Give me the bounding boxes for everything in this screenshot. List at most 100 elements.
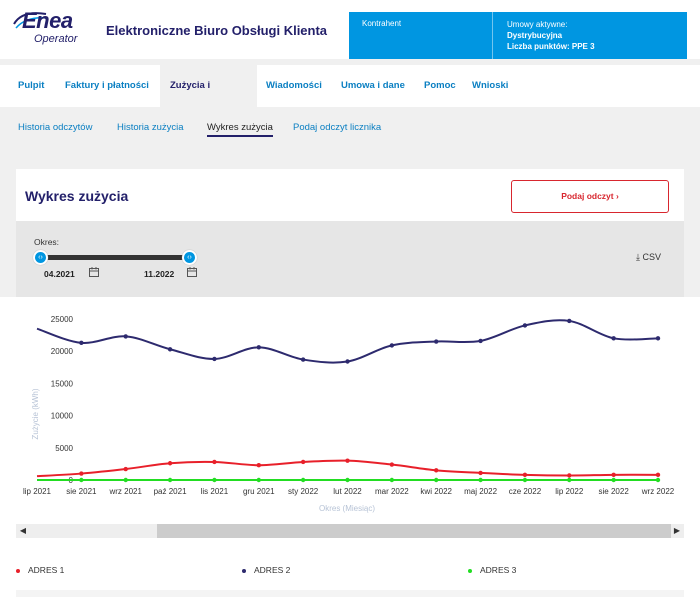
data-point-adres2[interactable] [522, 323, 528, 328]
data-point-adres1[interactable] [434, 468, 439, 473]
series-line-adres1 [36, 459, 659, 478]
date-to-value: 11.2022 [144, 269, 175, 279]
data-point-adres2[interactable] [79, 340, 84, 346]
data-point-adres3[interactable] [478, 477, 483, 483]
data-point-adres2[interactable] [389, 343, 395, 348]
subnav-historia-odczytow[interactable]: Historia odczytów [18, 122, 93, 133]
y-tick-label: 10000 [51, 412, 74, 421]
x-tick-label: wrz 2022 [641, 487, 675, 496]
data-point-adres3[interactable] [567, 477, 572, 483]
data-point-adres2[interactable] [434, 339, 439, 344]
contract-info-box[interactable]: Kontrahent Umowy aktywne: Dystrybucyjna … [349, 12, 687, 59]
x-tick-label: maj 2022 [464, 487, 497, 496]
contract-divider [492, 12, 493, 59]
nav-pomoc[interactable]: Pomoc [424, 80, 456, 91]
data-point-adres2[interactable] [300, 357, 306, 362]
data-point-adres1[interactable] [345, 458, 350, 463]
umowy-value: Dystrybucyjna [507, 31, 563, 40]
data-point-adres3[interactable] [611, 477, 616, 483]
data-point-adres3[interactable] [345, 477, 350, 483]
bottom-strip [16, 590, 684, 597]
panel-header: Wykres zużycia Podaj odczyt › [16, 169, 684, 221]
legend-adres3[interactable]: ADRES 3 [468, 565, 516, 575]
data-point-adres1[interactable] [212, 459, 217, 465]
x-tick-label: lut 2022 [333, 487, 362, 496]
data-point-adres3[interactable] [167, 477, 173, 483]
kontrahent-label: Kontrahent [362, 19, 402, 28]
date-from-value: 04.2021 [44, 269, 75, 279]
x-tick-label: paź 2021 [154, 487, 187, 496]
legend-label-adres3: ADRES 3 [480, 565, 517, 575]
legend-label-adres2: ADRES 2 [254, 565, 291, 575]
period-slider-track[interactable] [40, 255, 190, 260]
data-point-adres1[interactable] [478, 470, 483, 476]
header: Enea Operator Elektroniczne Biuro Obsług… [0, 0, 700, 59]
data-point-adres1[interactable] [79, 471, 84, 476]
data-point-adres2[interactable] [212, 356, 217, 362]
y-tick-label: 25000 [51, 315, 74, 324]
enea-logo[interactable]: Enea Operator [12, 8, 92, 52]
data-point-adres3[interactable] [655, 477, 661, 483]
panel-title: Wykres zużycia [25, 188, 129, 204]
scroll-right-icon[interactable]: ▶ [673, 526, 681, 535]
x-axis-label: Okres (Miesiąc) [319, 504, 375, 513]
data-point-adres3[interactable] [212, 477, 217, 483]
legend-dot-adres1-icon [16, 568, 20, 573]
calendar-from-icon[interactable] [89, 267, 99, 277]
legend-adres1[interactable]: ADRES 1 [16, 565, 64, 575]
subnav-wykres-zuzycia[interactable]: Wykres zużycia [207, 122, 273, 137]
y-tick-label: 5000 [55, 444, 73, 453]
nav-umowa[interactable]: Umowa i dane [341, 80, 405, 91]
nav-wnioski[interactable]: Wnioski [472, 80, 509, 91]
legend-adres2[interactable]: ADRES 2 [242, 565, 290, 575]
data-point-adres2[interactable] [611, 336, 616, 341]
data-point-adres1[interactable] [522, 472, 528, 478]
csv-download-button[interactable]: ⤓ CSV [636, 252, 661, 262]
chart-scrollbar[interactable]: ◀ ▶ [16, 524, 684, 538]
data-point-adres3[interactable] [434, 477, 439, 483]
slider-handle-end-icon[interactable]: ‹› [182, 250, 197, 265]
data-point-adres1[interactable] [167, 461, 173, 466]
series-line-adres2 [36, 319, 659, 364]
data-point-adres1[interactable] [655, 472, 661, 478]
nav-zuzycia[interactable]: Zużycia i odczyty [160, 65, 257, 133]
data-point-adres1[interactable] [611, 472, 616, 478]
punkty-label: Liczba punktów: PPE 3 [507, 42, 595, 51]
legend-label-adres1: ADRES 1 [28, 565, 65, 575]
data-point-adres1[interactable] [567, 473, 572, 478]
data-point-adres2[interactable] [345, 359, 350, 364]
data-point-adres2[interactable] [478, 338, 483, 344]
data-point-adres3[interactable] [522, 477, 528, 483]
subnav-podaj-odczyt[interactable]: Podaj odczyt licznika [293, 122, 382, 133]
x-tick-label: sty 2022 [288, 487, 319, 496]
x-tick-label: lis 2021 [201, 487, 229, 496]
data-point-adres1[interactable] [300, 459, 306, 465]
data-point-adres2[interactable] [123, 334, 128, 339]
slider-handle-start-icon[interactable]: ‹› [33, 250, 48, 265]
data-point-adres3[interactable] [123, 477, 128, 483]
nav-pulpit[interactable]: Pulpit [18, 80, 45, 91]
podaj-odczyt-button[interactable]: Podaj odczyt › [511, 180, 669, 213]
nav-wiadomosci[interactable]: Wiadomości [266, 80, 322, 91]
data-point-adres2[interactable] [655, 336, 661, 341]
data-point-adres3[interactable] [256, 477, 261, 483]
data-point-adres1[interactable] [123, 466, 128, 472]
calendar-to-icon[interactable] [187, 267, 197, 277]
data-point-adres1[interactable] [256, 462, 261, 468]
y-axis-label: Zużycie (kWh) [31, 388, 40, 439]
data-point-adres2[interactable] [256, 345, 261, 350]
legend-dot-adres2-icon [242, 568, 246, 573]
data-point-adres3[interactable] [79, 477, 84, 483]
x-tick-label: cze 2022 [509, 487, 542, 496]
data-point-adres2[interactable] [567, 318, 572, 324]
legend-dot-adres3-icon [468, 568, 472, 573]
data-point-adres1[interactable] [389, 462, 395, 467]
data-point-adres3[interactable] [300, 477, 306, 483]
x-tick-label: sie 2022 [599, 487, 630, 496]
subnav-historia-zuzycia[interactable]: Historia zużycia [117, 122, 184, 133]
data-point-adres2[interactable] [167, 347, 173, 352]
nav-faktury[interactable]: Faktury i płatności [65, 80, 149, 91]
data-point-adres3[interactable] [389, 477, 395, 483]
scroll-left-icon[interactable]: ◀ [19, 526, 27, 535]
scrollbar-thumb[interactable] [157, 524, 671, 538]
